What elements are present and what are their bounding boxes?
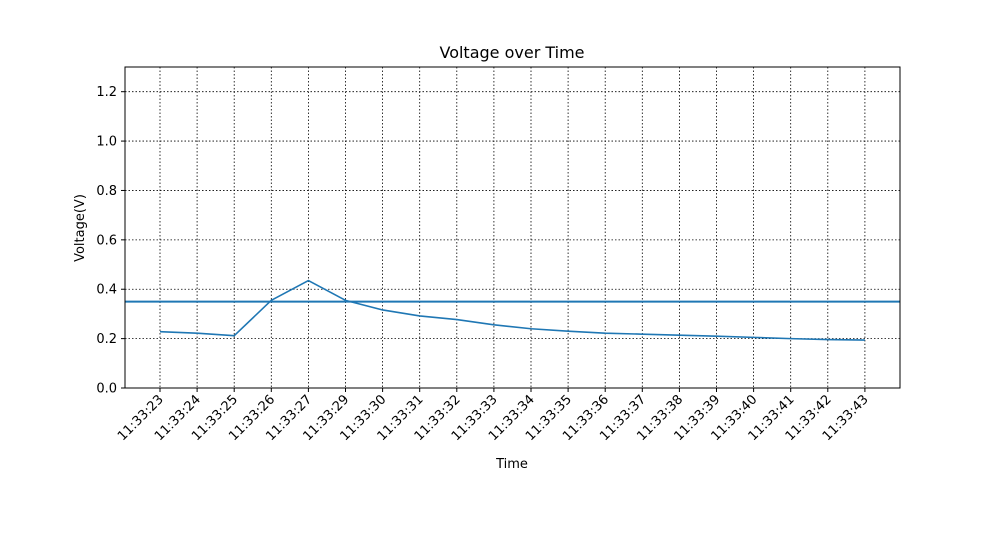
y-tick-label: 0.8	[96, 184, 117, 199]
y-axis: 0.0 0.2 0.4 0.6 0.8 1.0 1.2	[96, 85, 125, 397]
y-tick-label: 0.0	[96, 382, 117, 397]
x-axis-title: Time	[495, 457, 528, 472]
chart-title: Voltage over Time	[439, 43, 584, 62]
grid	[125, 67, 900, 389]
y-tick-label: 1.2	[96, 85, 117, 100]
y-tick-label: 0.2	[96, 332, 117, 347]
y-tick-label: 1.0	[96, 135, 117, 150]
plot-frame	[124, 66, 901, 389]
y-tick-label: 0.4	[96, 283, 117, 298]
series-line-0	[159, 279, 865, 341]
y-axis-title: Voltage(V)	[73, 194, 88, 262]
series-layer	[125, 279, 900, 341]
y-tick-label: 0.6	[96, 233, 117, 248]
